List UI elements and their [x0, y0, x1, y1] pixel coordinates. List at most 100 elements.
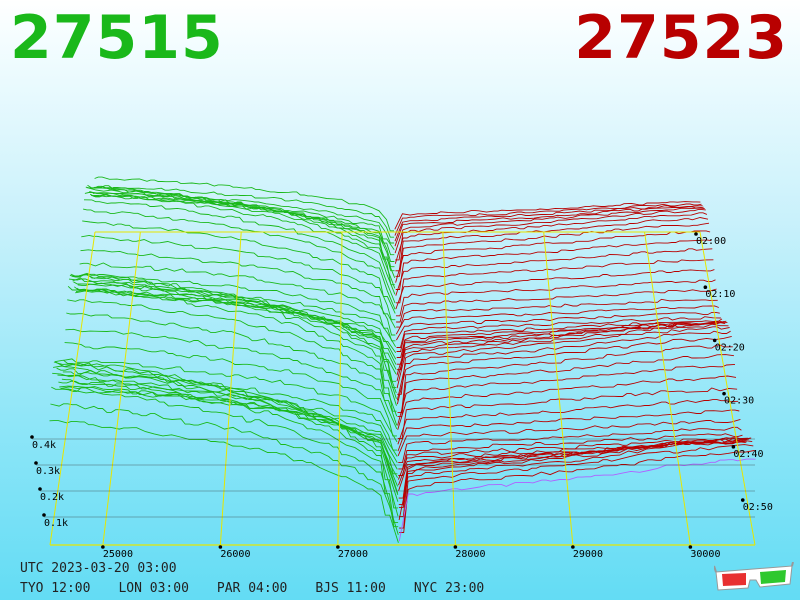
3d-glasses-icon[interactable]	[714, 562, 794, 592]
ask-depth-line	[396, 322, 728, 382]
ask-depth-line	[399, 437, 752, 518]
bid-depth-line	[69, 274, 397, 399]
grid-right-edge	[699, 231, 756, 546]
tz-lon: LON 03:00	[118, 581, 189, 596]
ask-depth-line	[394, 207, 705, 254]
price-ticks: 25000 26000 27000 28000 29000 30000	[101, 545, 720, 560]
ask-depth-line	[394, 205, 703, 242]
volume-tick-dot	[38, 487, 42, 491]
ask-depth-line	[396, 323, 729, 389]
ask-depth-line	[398, 433, 743, 470]
bid-depth-line	[89, 193, 395, 262]
price-tick-dot	[688, 545, 693, 549]
ask-depth-line	[396, 311, 720, 341]
price-grid	[49, 231, 756, 546]
ask-depth-line	[397, 375, 737, 430]
ask-depth-line	[398, 458, 756, 542]
time-tick-label: 02:00	[696, 236, 726, 247]
ask-depth-line	[397, 344, 733, 414]
time-ticks: 02:00 02:10 02:20 02:30 02:40 02:50	[694, 232, 773, 513]
ask-depth-line	[399, 444, 754, 529]
bid-depth-line	[60, 386, 398, 463]
bid-depth-line	[86, 185, 395, 286]
ask-depth-line	[395, 222, 710, 277]
bid-depth-line	[65, 328, 398, 430]
tz-tyo: TYO 12:00	[20, 581, 91, 596]
bid-depth-line	[74, 286, 397, 370]
timezone-row: TYO 12:00 LON 03:00 PAR 04:00 BJS 11:00 …	[20, 581, 512, 596]
ask-depth-line	[397, 440, 745, 480]
bid-depth-line	[91, 194, 395, 250]
volume-tick-label: 0.2k	[40, 492, 64, 503]
utc-timestamp: UTC 2023-03-20 03:00	[20, 561, 177, 576]
ask-depth-line	[397, 418, 741, 457]
ask-depth-line	[395, 259, 714, 304]
bid-depth-line	[82, 220, 396, 314]
ask-price: 27523	[574, 3, 788, 73]
bid-depth-line	[72, 277, 397, 382]
bid-depth-line	[85, 186, 396, 289]
ask-depth-line	[395, 248, 713, 296]
volume-tick-label: 0.4k	[32, 440, 56, 451]
ask-depth-line	[394, 203, 702, 236]
bid-depth-line	[84, 192, 396, 295]
ask-depth-line	[394, 212, 708, 264]
ask-depth-line	[397, 387, 738, 439]
ask-depth-line	[396, 279, 716, 317]
time-tick-label: 02:50	[743, 502, 773, 513]
bid-depth-line	[53, 361, 398, 509]
ask-depth-line	[397, 363, 736, 426]
price-tick-dot	[101, 545, 105, 549]
volume-tick-dot	[30, 435, 34, 439]
ask-depth-line	[397, 399, 739, 445]
price-tick-dot	[453, 545, 458, 549]
bid-depth-line	[77, 282, 396, 348]
ask-depth-line	[396, 298, 718, 328]
price-tick-label: 29000	[573, 549, 603, 560]
time-tick-dot	[694, 232, 698, 236]
tz-nyc: NYC 23:00	[413, 581, 485, 596]
ask-depth-line	[395, 217, 709, 272]
ask-depth-line	[395, 239, 712, 290]
ask-depth-line	[398, 437, 751, 508]
bid-depth-line	[94, 176, 394, 232]
ask-depth-line	[395, 230, 711, 283]
ask-depth-line	[396, 316, 721, 348]
volume-tick-dot	[34, 461, 38, 465]
ask-depth-line	[397, 354, 734, 418]
bid-depth-line	[92, 192, 395, 244]
ask-depth-line	[396, 335, 732, 405]
bid-depth-line	[53, 365, 399, 517]
bid-depth-line	[50, 403, 399, 535]
grid-price-line	[219, 231, 242, 546]
price-tick-label: 28000	[455, 549, 485, 560]
bid-depth-line	[70, 272, 397, 394]
ask-depth-line	[397, 326, 730, 395]
volume-ticks: 0.1k 0.2k 0.3k 0.4k	[30, 435, 755, 529]
ask-depth-line	[396, 320, 727, 376]
bid-depth-line	[63, 358, 398, 443]
bid-depth-line	[58, 380, 398, 478]
bid-depth-line	[51, 386, 399, 528]
ask-depth-line	[394, 206, 704, 247]
bid-depth-line	[83, 199, 396, 304]
price-tick-dot	[571, 545, 575, 549]
bid-depth-line	[81, 234, 396, 321]
bid-depth-line	[61, 378, 398, 457]
ask-depth-line	[396, 321, 726, 371]
bid-depth-line	[67, 285, 397, 412]
ask-depth-line	[396, 318, 723, 352]
time-tick-label: 02:30	[724, 396, 754, 407]
grid-price-line	[102, 231, 141, 546]
price-tick-label: 26000	[220, 549, 250, 560]
ask-depth-line	[395, 269, 715, 310]
grid-price-line	[543, 231, 574, 546]
price-tick-label: 30000	[690, 549, 720, 560]
bid-price: 27515	[10, 3, 224, 73]
price-tick-dot	[336, 545, 340, 549]
time-tick-label: 02:10	[705, 289, 735, 300]
time-tick-dot	[703, 285, 708, 290]
ask-depth-line	[398, 439, 753, 521]
volume-tick-label: 0.1k	[44, 518, 68, 529]
bid-depth-line	[67, 299, 398, 417]
